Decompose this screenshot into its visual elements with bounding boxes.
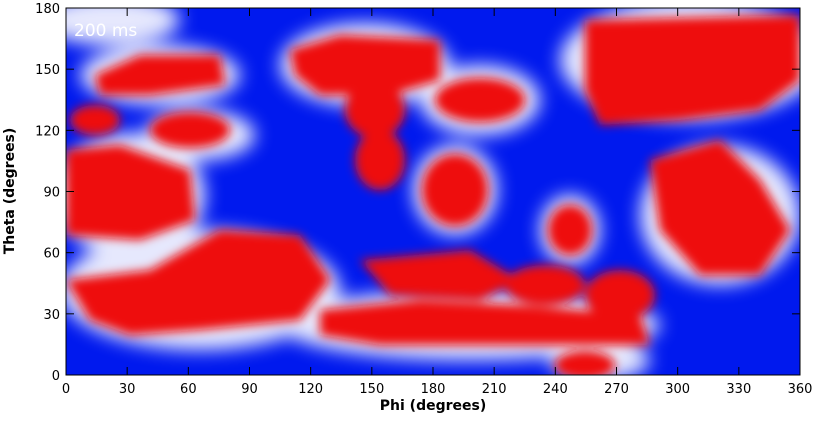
y-axis-label: Theta (degrees) [2,128,18,255]
y-tick-label: 150 [35,63,60,78]
x-tick-label: 120 [298,382,323,397]
x-tick-label: 270 [604,382,629,397]
x-tick-label: 210 [482,382,507,397]
x-axis-label: Phi (degrees) [380,398,486,414]
x-tick-label: 180 [421,382,446,397]
y-tick-label: 180 [35,2,60,17]
x-tick-label: 60 [180,382,197,397]
field-image [66,8,800,375]
y-tick-label: 90 [43,186,60,201]
x-tick-label: 150 [359,382,384,397]
x-tick-label: 90 [241,382,258,397]
x-tick-label: 360 [788,382,813,397]
x-tick-label: 0 [62,382,70,397]
x-tick-label: 330 [726,382,751,397]
x-tick-label: 30 [119,382,136,397]
y-tick-label: 60 [43,247,60,262]
y-tick-label: 0 [52,369,60,384]
y-tick-label: 30 [43,308,60,323]
annotation: 200 ms [74,21,137,41]
y-tick-label: 120 [35,124,60,139]
x-tick-label: 240 [543,382,568,397]
x-tick-label: 300 [665,382,690,397]
